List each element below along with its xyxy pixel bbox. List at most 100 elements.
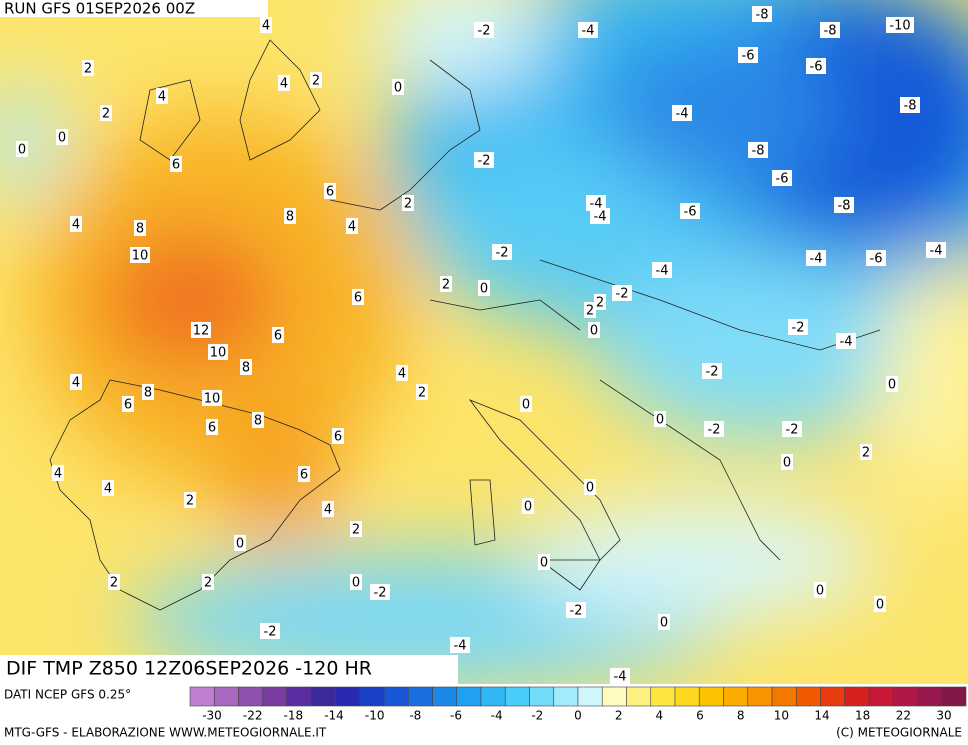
contour-label-box (874, 596, 886, 612)
contour-label-box (191, 322, 211, 338)
coastlines (49, 39, 881, 611)
contour-label-box (208, 344, 228, 360)
contour-label-box (492, 244, 512, 260)
contour-label: 0 (540, 556, 548, 571)
contour-label-box (866, 250, 886, 266)
colorbar-swatch (529, 686, 555, 707)
contour-label: -2 (478, 24, 491, 39)
contour-label: 0 (656, 413, 664, 428)
contour-label: -6 (776, 172, 789, 187)
contour-label-box (584, 479, 596, 495)
colorbar-label: 30 (936, 709, 951, 723)
contour-label-box (612, 285, 632, 301)
contour-label: -6 (810, 60, 823, 75)
contour-label-box (396, 365, 408, 381)
contour-label-box (130, 247, 150, 263)
contour-label: -2 (616, 287, 629, 302)
contour-label-box (170, 156, 182, 172)
contour-label: -8 (838, 199, 851, 214)
contour-label: -4 (582, 24, 595, 39)
contour-label-box (738, 47, 758, 63)
contour-label: 10 (132, 249, 149, 264)
contour-label-box (350, 574, 362, 590)
contour-label: 0 (590, 324, 598, 339)
contour-label-box (184, 492, 196, 508)
colorbar-label: 22 (896, 709, 911, 723)
footer-credit-left: MTG-GFS - ELABORAZIONE WWW.METEOGIORNALE… (4, 726, 327, 740)
contour-label: 0 (586, 481, 594, 496)
contour-label: 8 (144, 386, 152, 401)
contour-label-box (652, 262, 672, 278)
contour-label: -2 (374, 586, 387, 601)
contour-label: 2 (404, 197, 412, 212)
colorbar-swatch (553, 686, 579, 707)
contour-label: -2 (570, 604, 583, 619)
contour-label-box (474, 22, 494, 38)
colorbar-swatch (698, 686, 724, 707)
contour-label: 0 (876, 598, 884, 613)
contour-label-box (70, 216, 82, 232)
contour-label: -4 (930, 244, 943, 259)
contour-label: 2 (442, 278, 450, 293)
contour-label: 2 (102, 107, 110, 122)
colorbar-swatch (626, 686, 652, 707)
contour-label-box (156, 88, 168, 104)
contour-label: 8 (242, 361, 250, 376)
contour-label: 4 (324, 503, 332, 518)
contour-label: 4 (348, 220, 356, 235)
colorbar-swatch (941, 686, 967, 707)
contour-label: 0 (783, 456, 791, 471)
colorbar: -30 -22 -18 -14 -10 -8 -6 -4 -2 0 2 4 6 8 10 14 18 22 30 (189, 686, 967, 723)
contour-label-box (836, 333, 856, 349)
contour-label: -4 (454, 639, 467, 654)
colorbar-swatch (383, 686, 409, 707)
contour-label: 4 (398, 367, 406, 382)
contour-label-box (346, 218, 358, 234)
contour-label: 2 (312, 74, 320, 89)
contour-label-box (416, 384, 428, 400)
contour-label: -6 (742, 49, 755, 64)
contour-label: -4 (590, 197, 603, 212)
contour-label-box (284, 208, 296, 224)
colorbar-swatch (868, 686, 894, 707)
colorbar-swatch (189, 686, 215, 707)
contour-label-box (886, 376, 898, 392)
contour-label-box (474, 152, 494, 168)
colorbar-swatch (795, 686, 821, 707)
contour-label-box (206, 419, 218, 435)
contour-label-box (752, 6, 772, 22)
colorbar-label: -22 (243, 709, 263, 723)
contour-label-box (402, 195, 414, 211)
contour-label-box (108, 574, 120, 590)
contour-label: 0 (18, 143, 26, 158)
contour-label: -10 (889, 19, 910, 34)
contour-label: 2 (186, 494, 194, 509)
colorbar-label: 8 (737, 709, 745, 723)
contour-label-box (260, 17, 272, 33)
header-box (0, 0, 268, 17)
colorbar-label: -10 (365, 709, 385, 723)
colorbar-swatch (359, 686, 385, 707)
contour-label: 0 (816, 584, 824, 599)
colorbar-label: -18 (284, 709, 304, 723)
colorbar-label: 6 (696, 709, 704, 723)
contour-label-box (886, 17, 914, 33)
contour-label-box (102, 480, 114, 496)
contour-label-box (478, 280, 490, 296)
contour-label-box (586, 195, 606, 211)
contour-label-box (680, 203, 700, 219)
footer-source: DATI NCEP GFS 0.25° (4, 688, 131, 702)
contour-label: 4 (72, 376, 80, 391)
colorbar-label: 0 (574, 709, 582, 723)
colorbar-label: 10 (774, 709, 789, 723)
contour-label-box (134, 220, 146, 236)
contour-label: -8 (824, 24, 837, 39)
contour-label: -2 (706, 365, 719, 380)
contour-label-box (781, 454, 793, 470)
contour-label: -2 (496, 246, 509, 261)
contour-label: -2 (792, 321, 805, 336)
contour-label: 4 (104, 482, 112, 497)
contour-label: -4 (840, 335, 853, 350)
colorbar-swatch (674, 686, 700, 707)
